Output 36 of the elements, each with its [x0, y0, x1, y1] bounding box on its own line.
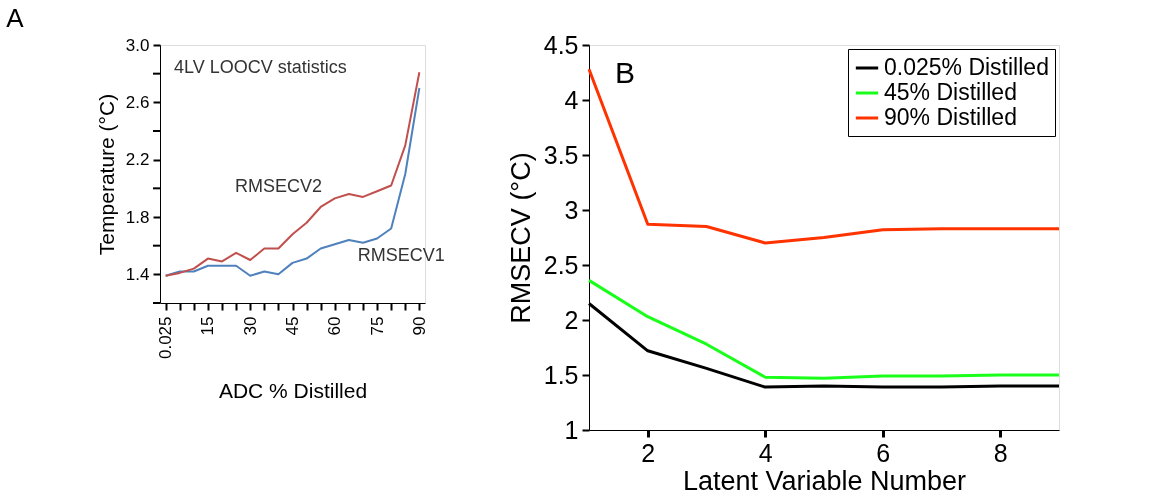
- y-tick-label: 2.5: [543, 250, 579, 279]
- x-tick-label: 6: [876, 438, 891, 467]
- annotation: 4LV LOOCV statistics: [174, 57, 347, 77]
- y-tick-label: 4: [564, 85, 579, 114]
- legend-label: 45% Distilled: [884, 79, 1017, 105]
- x-tick-label: 4: [758, 438, 773, 467]
- x-tick-label: 2: [641, 438, 656, 467]
- y-tick-label: 2.2: [125, 150, 150, 170]
- series-label: RMSECV2: [234, 175, 322, 196]
- chart-title: A: [6, 3, 25, 33]
- y-tick-label: 1.5: [543, 360, 579, 389]
- chart-title: B: [615, 56, 636, 89]
- x-tick-label: 15: [198, 316, 218, 336]
- y-tick-label: 1: [564, 415, 579, 444]
- y-tick-label: 4.5: [543, 30, 579, 59]
- y-axis-title: Temperature (°C): [94, 93, 118, 256]
- y-tick-label: 3.5: [543, 140, 579, 169]
- y-tick-label: 1.8: [125, 207, 150, 227]
- y-tick-label: 1.4: [125, 264, 150, 284]
- series-label: RMSECV1: [357, 245, 445, 266]
- x-tick-label: 30: [240, 316, 260, 336]
- x-axis-title: Latent Variable Number: [682, 465, 967, 496]
- y-tick-label: 2.6: [125, 92, 150, 112]
- line-series: [587, 278, 1061, 380]
- legend-label: 0.025% Distilled: [884, 54, 1049, 80]
- x-tick-label: 90: [409, 316, 429, 336]
- x-tick-label: 60: [325, 316, 345, 336]
- x-tick-label: 75: [367, 316, 387, 336]
- x-axis-title: ADC % Distilled: [218, 379, 368, 403]
- x-tick-label: 8: [993, 438, 1008, 467]
- legend-label: 90% Distilled: [884, 104, 1017, 130]
- y-tick-label: 3: [564, 195, 579, 224]
- y-tick-label: 3.0: [125, 35, 150, 55]
- x-tick-label: 45: [283, 316, 302, 336]
- y-axis-title: RMSECV (°C): [505, 152, 536, 324]
- x-tick-label: 0.025: [156, 316, 176, 360]
